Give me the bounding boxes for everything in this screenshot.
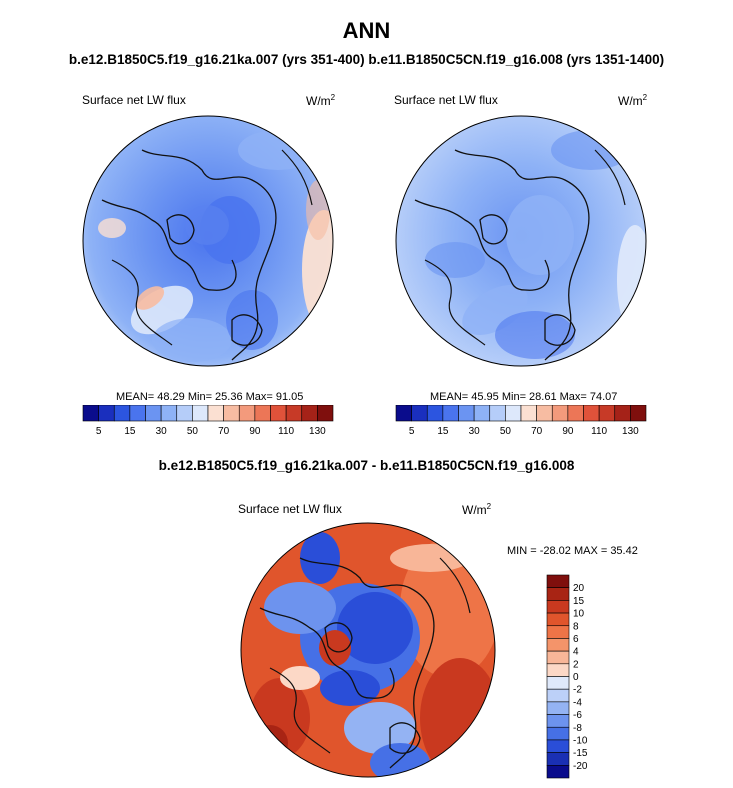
panel2-colorbar-box	[551, 405, 569, 422]
panel2-colorbar-box	[473, 405, 491, 422]
panel2-colorbar-box	[505, 405, 522, 422]
panel2-colorbar-box	[395, 405, 412, 422]
panel1-units-label: W/m2	[306, 93, 336, 108]
panel3-colorbar-box	[546, 739, 570, 753]
panel1-variable-label: Surface net LW flux	[82, 93, 186, 107]
panel3-colorbar-tick-label: -6	[573, 710, 582, 721]
figure-subtitle: b.e12.B1850C5.f19_g16.21ka.007 (yrs 351-…	[68, 52, 665, 67]
panel2-colorbar-box	[598, 405, 616, 422]
panel1-colorbar-tick-label: 110	[278, 426, 294, 437]
panel2-colorbar-box	[630, 405, 647, 422]
panel2-colorbar-box	[411, 405, 428, 422]
panel3-colorbar-box	[546, 625, 570, 639]
panel3-colorbar-box	[546, 701, 570, 715]
panel2-colorbar-tick-label: 70	[531, 426, 543, 437]
panel2-colorbar-tick-label: 130	[622, 426, 639, 437]
panel2-colorbar-tick-label: 5	[409, 426, 415, 437]
panel3-colorbar-box	[546, 574, 570, 588]
panel1-colorbar-box	[160, 405, 178, 422]
figure-title: ANN	[342, 18, 391, 43]
panel3-colorbar-tick-label: 4	[573, 647, 579, 658]
panel1-colorbar-box	[207, 405, 224, 422]
panel3-colorbar-tick-label: 6	[573, 634, 579, 645]
panel1-colorbar-box	[129, 405, 146, 422]
panel3-colorbar-box	[546, 638, 570, 652]
panel1-colorbar-box	[285, 405, 303, 422]
panel2-colorbar: 5 15 30 50 70 90 110 130	[395, 405, 647, 437]
panel2-colorbar-tick-label: 30	[469, 426, 481, 437]
panel1-colorbar-box	[270, 405, 287, 422]
panel1-colorbar-box	[301, 405, 318, 422]
panel3-colorbar-box	[546, 765, 570, 779]
panel2-colorbar-box	[442, 405, 459, 422]
panel2-map	[395, 115, 647, 367]
panel3-variable-label: Surface net LW flux	[238, 502, 342, 516]
panel1-colorbar-tick-label: 90	[249, 426, 261, 437]
panel1-colorbar: 5 15 30 50 70 90 110 130	[82, 405, 334, 437]
panel3-colorbar-box	[546, 688, 570, 703]
panel3-colorbar-box	[546, 663, 570, 677]
panel2-colorbar-tick-label: 15	[437, 426, 449, 437]
panel1-colorbar-box	[82, 405, 99, 422]
panel1-colorbar-box	[145, 405, 162, 422]
panel1-colorbar-box	[317, 405, 334, 422]
panel3-colorbar-tick-label: -8	[573, 723, 582, 734]
panel2-units-label: W/m2	[618, 93, 648, 108]
panel3-map	[240, 522, 496, 778]
panel1-colorbar-box	[176, 405, 193, 422]
panel1-colorbar-box	[238, 405, 256, 422]
panel2-stats: MEAN= 45.95 Min= 28.61 Max= 74.07	[430, 391, 618, 403]
panel1-colorbar-tick-label: 5	[96, 426, 102, 437]
panel2-colorbar-tick-label: 90	[562, 426, 574, 437]
panel3-colorbar-tick-label: 2	[573, 659, 579, 670]
panel1-colorbar-tick-label: 30	[156, 426, 168, 437]
panel3-colorbar-box	[546, 726, 570, 741]
panel1-colorbar-tick-label: 70	[218, 426, 230, 437]
panel2-colorbar-box	[458, 405, 475, 422]
panel1-colorbar-box	[254, 405, 271, 422]
panel3-colorbar-tick-label: 20	[573, 583, 585, 594]
panel1-colorbar-box	[113, 405, 131, 422]
panel1-colorbar-tick-label: 50	[187, 426, 199, 437]
panel3-colorbar-tick-label: -2	[573, 685, 582, 696]
panel2-colorbar-box	[583, 405, 600, 422]
panel3-colorbar-tick-label: 15	[573, 596, 585, 607]
panel1-colorbar-tick-label: 130	[309, 426, 326, 437]
panel3-colorbar-tick-label: -4	[573, 697, 582, 708]
panel3-colorbar-box	[546, 676, 570, 690]
panel2-colorbar-box	[614, 405, 631, 422]
panel2-colorbar-tick-label: 50	[500, 426, 512, 437]
panel3-stats: MIN = -28.02 MAX = 35.42	[507, 545, 638, 557]
panel1-map	[82, 115, 334, 367]
panel1-stats: MEAN= 48.29 Min= 25.36 Max= 91.05	[116, 391, 304, 403]
panel3-units-label: W/m2	[462, 502, 492, 517]
panel3-colorbar-tick-label: -20	[573, 761, 588, 772]
panel3-colorbar-tick-label: 0	[573, 672, 579, 683]
difference-title: b.e12.B1850C5.f19_g16.21ka.007 - b.e11.B…	[158, 458, 575, 473]
panel3-colorbar-box	[546, 612, 570, 627]
panel3-colorbar-tick-label: 8	[573, 621, 579, 632]
panel2-colorbar-box	[567, 405, 584, 422]
panel2-colorbar-box	[426, 405, 444, 422]
panel2-colorbar-box	[536, 405, 553, 422]
panel2-variable-label: Surface net LW flux	[394, 93, 498, 107]
panel3-colorbar-tick-label: 10	[573, 609, 585, 620]
panel3-colorbar-box	[546, 714, 570, 728]
panel1-colorbar-box	[192, 405, 209, 422]
panel2-colorbar-box	[520, 405, 537, 422]
panel3-colorbar-box	[546, 587, 570, 601]
panel3-colorbar-box	[546, 600, 570, 614]
panel3-colorbar-tick-label: -10	[573, 735, 588, 746]
panel2-colorbar-tick-label: 110	[591, 426, 607, 437]
panel3-colorbar-box	[546, 650, 570, 665]
panel2-colorbar-box	[489, 405, 506, 422]
panel1-colorbar-box	[223, 405, 240, 422]
panel3-colorbar-tick-label: -15	[573, 748, 588, 759]
panel3-colorbar-box	[546, 752, 570, 766]
panel1-colorbar-tick-label: 15	[124, 426, 136, 437]
panel1-colorbar-box	[98, 405, 115, 422]
